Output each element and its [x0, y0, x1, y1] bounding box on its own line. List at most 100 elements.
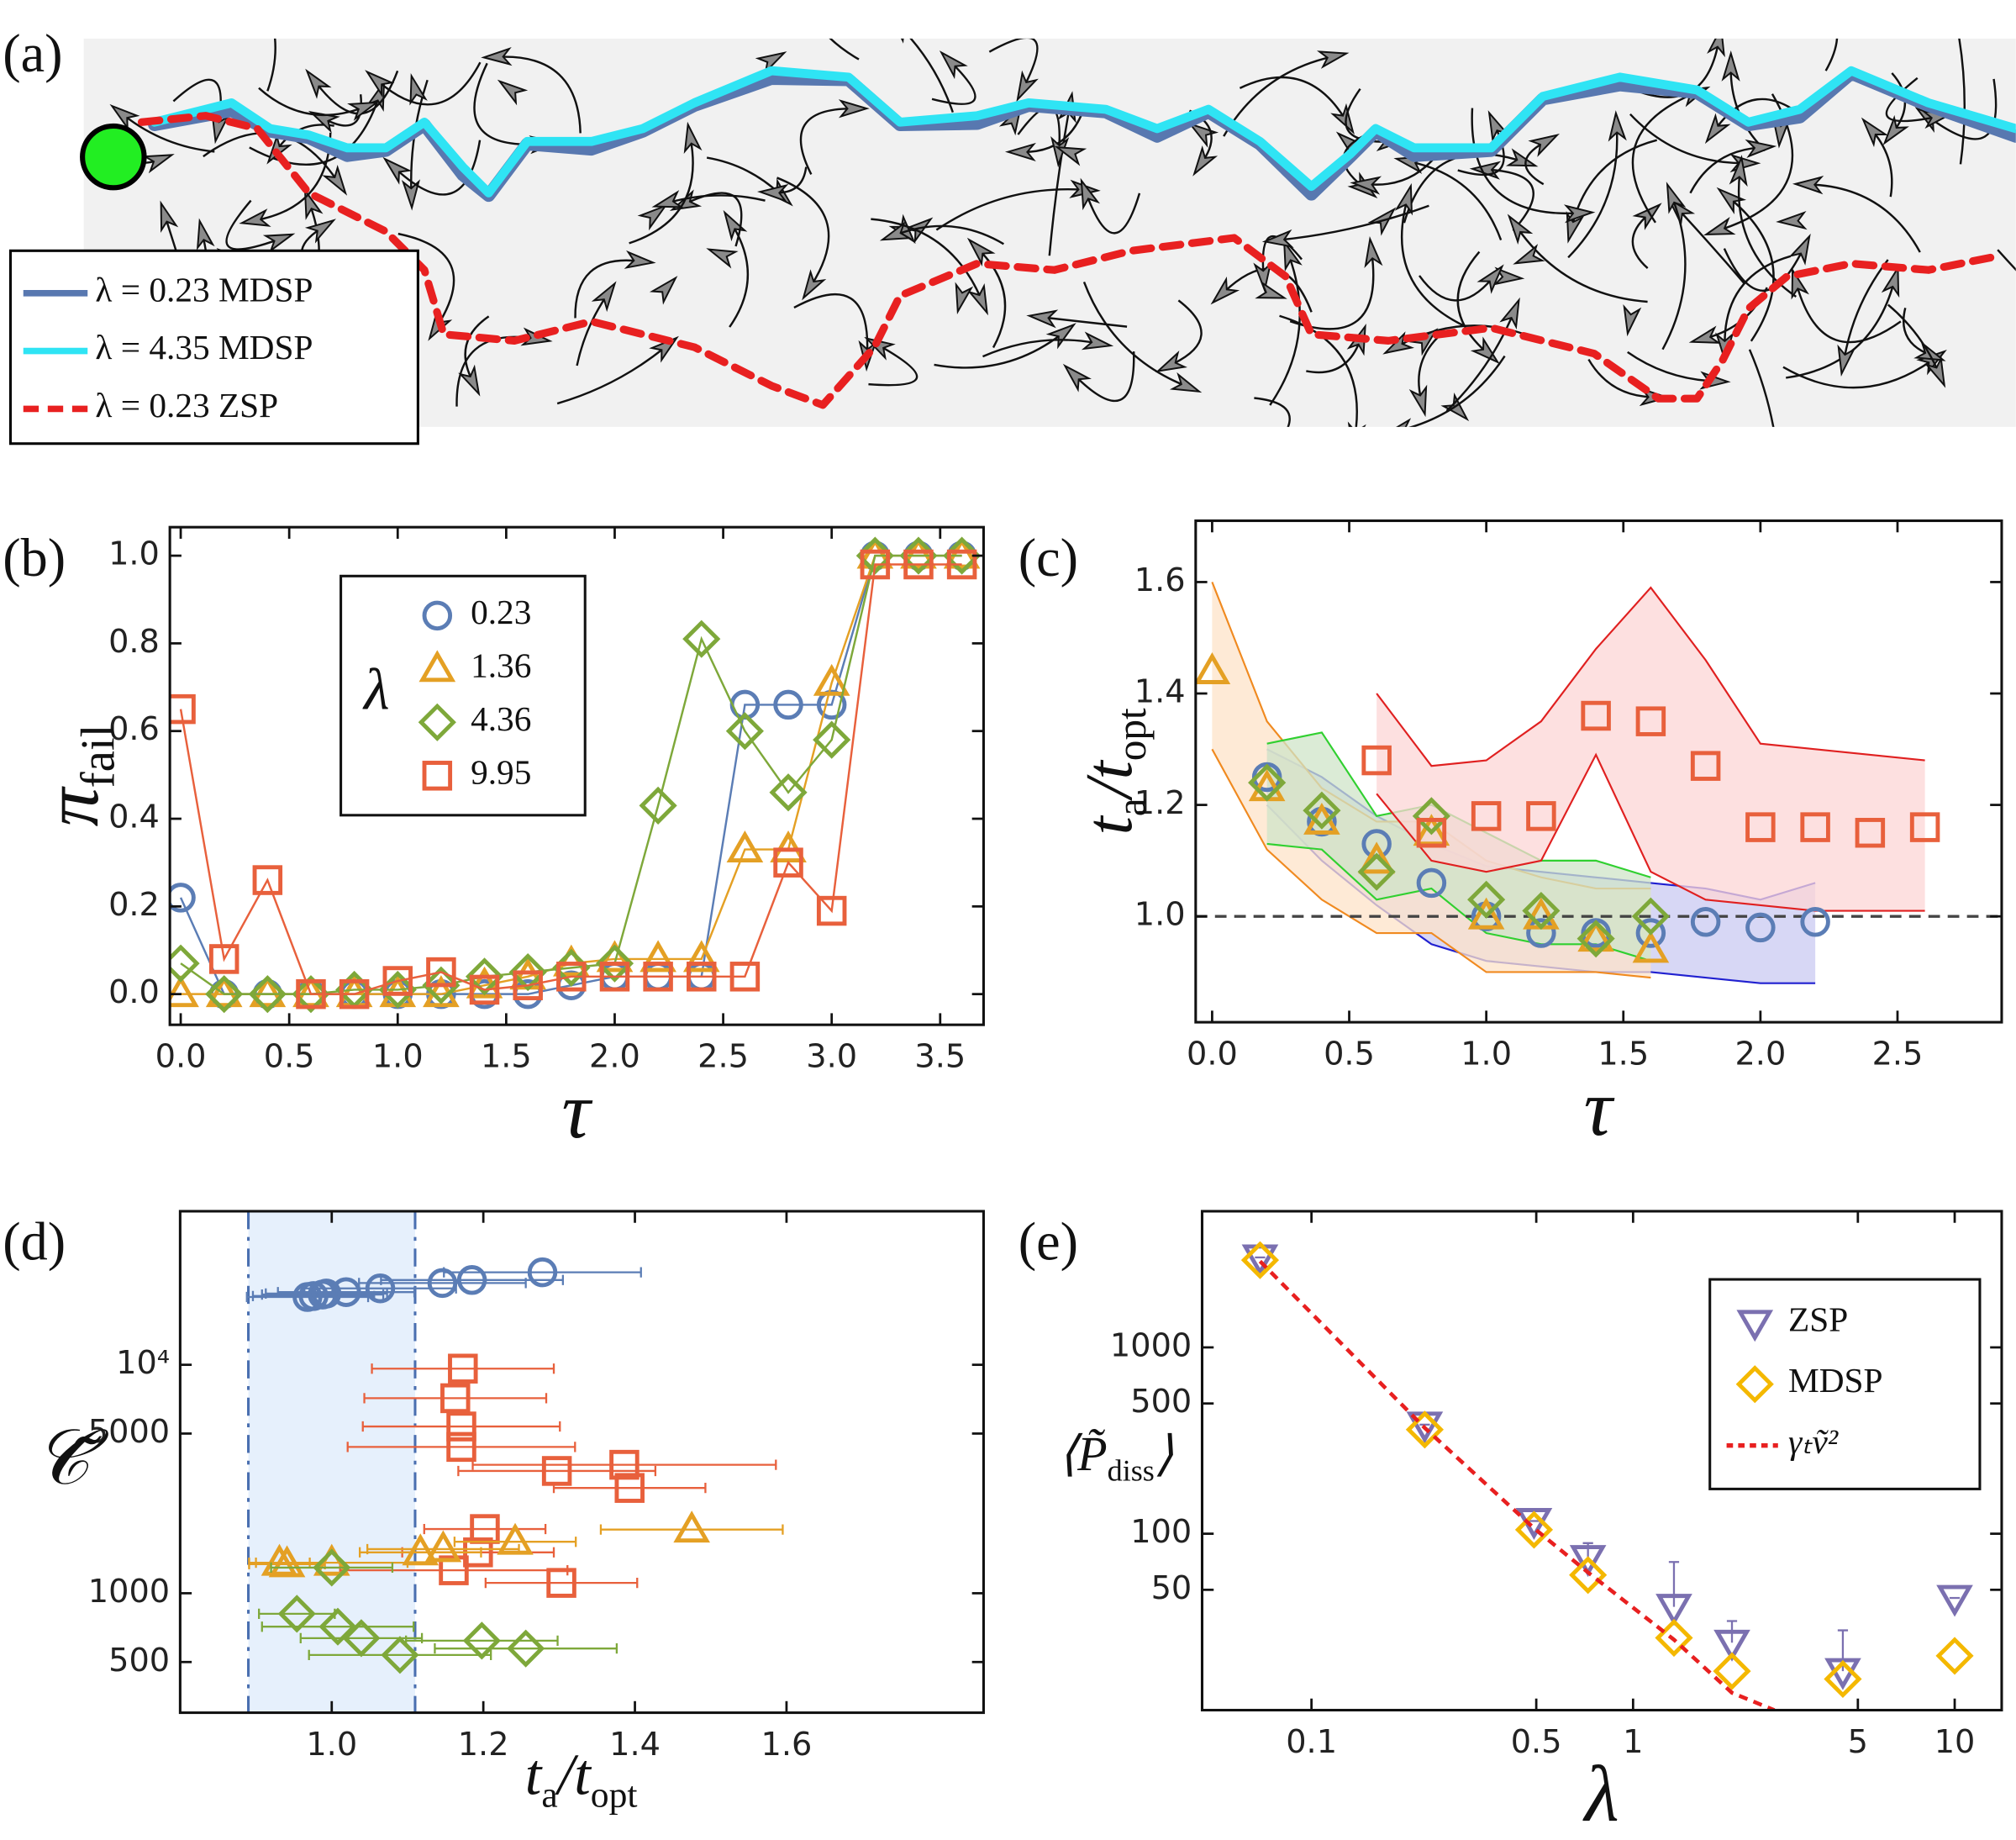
marker — [382, 966, 413, 996]
particle-arrow — [1080, 177, 1101, 211]
error-bar — [599, 1524, 784, 1535]
band-edge — [1376, 752, 1925, 912]
marker — [643, 962, 673, 992]
particle-arrow — [1632, 203, 1662, 230]
legend-marker — [1735, 1365, 1774, 1404]
y-tick-label: 500 — [1130, 1384, 1192, 1421]
marker — [1655, 1594, 1692, 1626]
legend-label: 4.36 — [471, 699, 531, 738]
particle-trail — [499, 55, 582, 134]
particle-arrow — [1255, 280, 1287, 299]
marker — [462, 1621, 501, 1660]
x-tick-label: 5 — [1848, 1724, 1868, 1761]
x-tick-label: 1.5 — [481, 1038, 532, 1075]
marker — [248, 975, 287, 1014]
particle-arrow — [1780, 0, 1807, 2]
particle-trail — [1627, 351, 1713, 382]
particle-arrow — [1364, 236, 1383, 269]
error-bar — [1668, 1561, 1680, 1607]
marker — [513, 970, 543, 1000]
marker — [402, 1533, 440, 1566]
particle-trail — [1044, 316, 1128, 328]
particle-arrow — [1608, 110, 1627, 142]
particle-trail — [1795, 284, 1902, 344]
marker — [469, 974, 500, 1005]
marker — [900, 536, 937, 569]
particle-arrow — [1505, 148, 1539, 167]
particle-trail — [1408, 355, 1506, 427]
particle-trail — [1517, 228, 1648, 303]
error-bar — [363, 1393, 548, 1404]
label-part: /t — [555, 1742, 592, 1808]
panel-label: (b) — [3, 528, 66, 588]
particle-arrow — [401, 179, 421, 211]
particle-trail — [1075, 351, 1135, 403]
marker — [609, 1449, 640, 1480]
marker — [439, 1555, 469, 1585]
x-tick-label: 2.5 — [697, 1038, 749, 1075]
fit-line — [1258, 1259, 1776, 1711]
marker — [1195, 652, 1231, 684]
y-tick-label: 1.2 — [1134, 785, 1186, 822]
marker — [640, 940, 676, 973]
marker — [773, 689, 803, 720]
axes-frame — [168, 525, 985, 1026]
particle-trail — [1471, 108, 1577, 215]
particle-arrow — [196, 218, 215, 250]
marker — [1576, 920, 1615, 958]
label-part: t — [525, 1742, 543, 1808]
x-tick-label: 0.5 — [264, 1038, 315, 1075]
particle-arrow — [802, 269, 827, 301]
particle-trail — [1958, 38, 1966, 165]
x-tick-label: 2.5 — [1872, 1036, 1924, 1073]
marker — [946, 549, 977, 580]
particle-trail — [1456, 250, 1487, 353]
particle-arrow — [1081, 331, 1114, 351]
error-bar — [261, 1621, 415, 1632]
particle-arrow — [262, 233, 296, 253]
particle-trail — [1997, 249, 2016, 272]
particle-trail — [1724, 255, 1792, 345]
y-tick-label: 0.4 — [108, 799, 160, 836]
particle-trail — [871, 218, 982, 299]
marker — [1800, 907, 1830, 937]
particle-trail — [225, 199, 279, 250]
marker — [497, 1522, 534, 1555]
x-tick-label: 1.5 — [1598, 1036, 1649, 1073]
y-axis-label: ⟨P̃diss⟩ — [1058, 1427, 1173, 1488]
particle-trail — [935, 187, 1083, 231]
marker — [1909, 812, 1940, 842]
marker — [1690, 907, 1721, 937]
trajectory-zsp — [137, 112, 1997, 409]
marker — [252, 865, 283, 895]
trajectories — [83, 0, 2016, 427]
marker — [943, 536, 981, 569]
particle-arrow — [1476, 264, 1504, 294]
particle-arrow — [1062, 363, 1092, 393]
particle-trail — [123, 114, 215, 153]
legend-label: γₜṽ² — [1788, 1422, 1839, 1461]
particle-trail — [1445, 314, 1514, 412]
marker — [456, 1265, 487, 1295]
error-bar — [361, 1421, 561, 1432]
x-tick-label: 2.0 — [589, 1038, 640, 1075]
particle-arrow — [1408, 384, 1428, 418]
marker — [541, 1456, 572, 1486]
marker — [614, 1473, 645, 1503]
particle-arrow — [1623, 303, 1642, 337]
marker — [448, 1353, 478, 1384]
legend-marker — [422, 600, 453, 631]
error-bar — [261, 1289, 385, 1300]
marker — [725, 712, 764, 751]
particle-trail — [1082, 281, 1186, 387]
band-edge — [1376, 586, 1925, 767]
marker — [599, 962, 630, 992]
marker — [339, 978, 370, 1010]
particle-arrow — [1703, 216, 1736, 236]
particle-arrow — [322, 164, 348, 196]
particle-arrow — [365, 70, 395, 98]
x-tick-label: 1.0 — [1461, 1036, 1512, 1073]
marker — [1745, 812, 1776, 842]
particle-arrow — [1261, 229, 1294, 248]
marker — [770, 830, 807, 862]
